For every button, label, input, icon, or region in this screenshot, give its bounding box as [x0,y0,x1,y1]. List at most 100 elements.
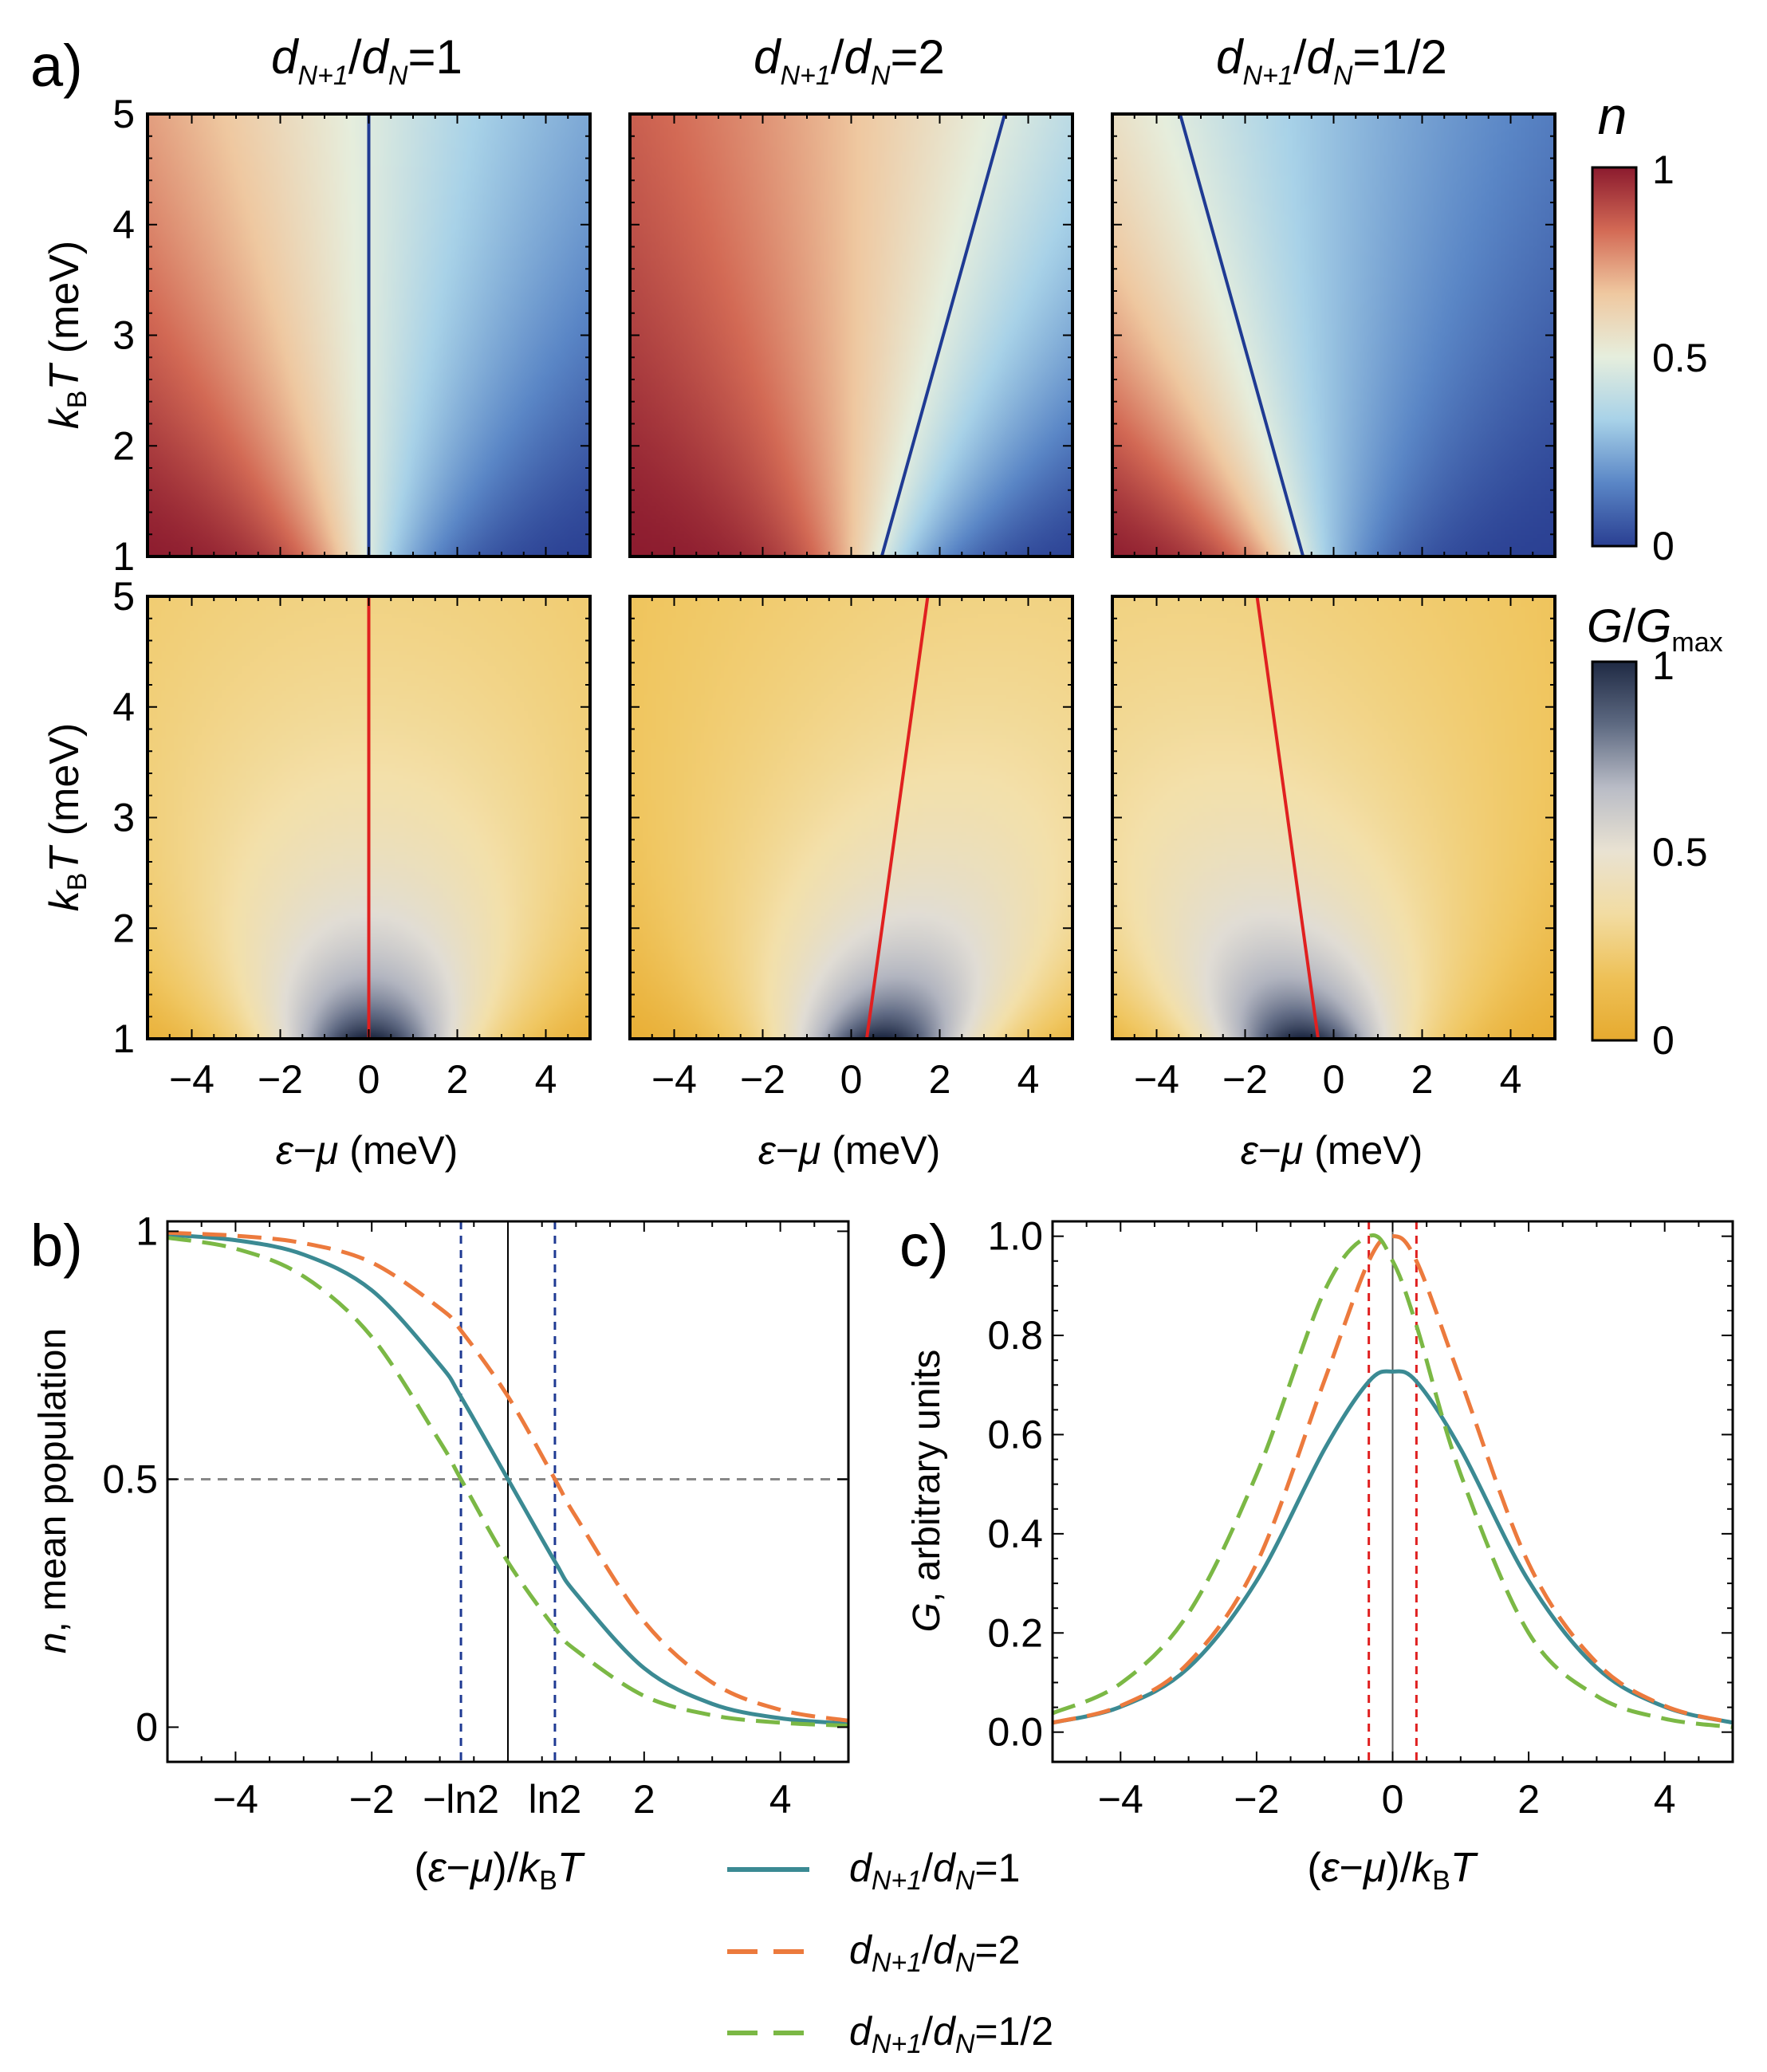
title-3-rhs: =1/2 [1352,30,1446,84]
y-tick-label: 4 [112,685,135,729]
y-tick-label: 0 [136,1704,158,1749]
x-tick-label: 0 [840,1057,863,1102]
colorbar-n [1591,166,1638,548]
y-tick-label: 5 [112,574,135,619]
panel-label-c: c) [899,1213,949,1279]
cb-g-G: G [1587,600,1623,652]
column-title-1: dN+1/dN=1 [271,30,462,91]
xlabel-3-eps: ε [1241,1128,1259,1173]
heatmap-panel-6: −4 −2 0 2 4 [1111,595,1556,1102]
xlabel-3-mu: μ [1280,1128,1303,1173]
colorbar-g [1591,660,1638,1042]
panel-c-ylabel: G, arbitrary units [906,1350,948,1633]
leg3-d: d [849,2009,873,2054]
x-tick-label: ln2 [529,1777,582,1822]
leg1-rhs: =1 [974,1846,1020,1890]
y-tick-label: 0.2 [987,1610,1043,1655]
title-1-d2: d [362,30,390,84]
title-3-sub-n1: N+1 [1242,61,1293,91]
leg2-slash: / [922,1928,933,1972]
c-ylabel-rest: , arbitrary units [906,1350,948,1602]
leg1-d: d [849,1846,873,1890]
leg2-d: d [849,1928,873,1972]
x-tick-label: −ln2 [423,1777,499,1822]
leg3-sub1: N+1 [872,2029,922,2059]
x-tick-label: 4 [769,1777,792,1822]
heatmap-xlabel-3: ε−μ (meV) [1241,1128,1423,1173]
colorbar-n-tick-0: 0 [1652,524,1675,568]
c-xlabel-minus: − [1340,1845,1364,1891]
ylabel-bottom-t: T [41,845,88,873]
y-tick-label: 0.8 [987,1313,1043,1358]
y-tick-label: 0.5 [102,1457,158,1501]
ylabel-top-k: k [41,406,88,429]
x-tick-label: −2 [349,1777,395,1822]
b-xlabel-t: T [557,1845,585,1891]
x-tick-label: −2 [740,1057,785,1102]
heatmap-top-ylabel: kBT (meV) [41,241,92,429]
legend-label-ratio-half: dN+1/dN=1/2 [849,2009,1053,2059]
xlabel-3-unit: (meV) [1303,1128,1423,1173]
column-title-3: dN+1/dN=1/2 [1216,30,1447,91]
x-tick-label: −4 [213,1777,258,1822]
y-tick-label: 1 [136,1209,158,1253]
x-tick-label: 0 [1323,1057,1345,1102]
x-tick-label: −2 [258,1057,303,1102]
series-line-1 [167,1233,848,1726]
ylabel-bottom-sub: B [62,873,92,891]
cb-g-G2: G [1635,600,1671,652]
leg3-d2: d [933,2009,957,2054]
colorbar-g-label: G/Gmax [1587,600,1723,658]
b-xlabel-eps: ε [428,1845,447,1891]
title-1-d: d [271,30,299,84]
x-tick-label: 2 [1517,1777,1540,1822]
panel-b-ylabel: n, mean population [32,1328,74,1653]
x-tick-label: 2 [1411,1057,1434,1102]
colorbar-g-tick-1: 1 [1652,643,1675,688]
xlabel-2-unit: (meV) [821,1128,940,1173]
y-tick-label: 1 [112,1016,135,1061]
heatmap-image-3 [1112,114,1555,556]
heatmap-peak-line [880,113,1007,557]
y-tick-label: 0.4 [987,1512,1043,1556]
leg3-slash: / [922,2009,933,2054]
panel-label-a: a) [30,33,83,99]
plot-area [167,1221,848,1762]
x-tick-label: 0 [358,1057,380,1102]
heatmap-xlabel-1: ε−μ (meV) [276,1128,458,1173]
x-tick-label: 4 [1017,1057,1040,1102]
y-tick-label: 3 [112,313,135,358]
legend-label-ratio-1: dN+1/dN=1 [849,1846,1020,1896]
colorbar-n-tick-05: 0.5 [1652,336,1708,380]
heatmap-panel-2 [628,112,1074,558]
heatmap-image-2 [630,114,1072,556]
title-3-d2: d [1306,30,1334,84]
panel-c-xlabel: (ε−μ)/kBT [1307,1845,1478,1896]
c-xlabel-eps: ε [1321,1845,1340,1891]
ylabel-bottom-unit: (meV) [41,723,88,847]
title-2-d2: d [844,30,872,84]
heatmap-panel-5: −4 −2 0 2 4 [628,595,1074,1102]
x-tick-label: −4 [169,1057,214,1102]
c-xlabel-mu: μ [1362,1845,1387,1891]
title-2-sub-n1: N+1 [781,61,831,91]
leg1-slash: / [922,1846,933,1890]
x-tick-label: 2 [633,1777,655,1822]
ylabel-top-unit: (meV) [41,241,88,365]
xlabel-2-mu: μ [797,1128,821,1173]
colorbar-n-tick-1: 1 [1652,147,1675,192]
title-1-sub-n1: N+1 [298,61,348,91]
series-line-3 [1053,1233,1733,1729]
leg1-sub1: N+1 [872,1866,922,1896]
x-tick-label: −4 [651,1057,697,1102]
x-tick-label: 4 [1500,1057,1522,1102]
c-ylabel-g: G [906,1602,948,1632]
y-tick-label: 2 [112,423,135,468]
b-xlabel-close: )/ [493,1845,518,1891]
xlabel-1-minus: − [293,1128,317,1173]
c-xlabel-k: k [1411,1845,1434,1891]
y-tick-label: 0.0 [987,1710,1043,1755]
xlabel-2-minus: − [776,1128,799,1173]
colorbar-g-tick-05: 0.5 [1652,830,1708,875]
